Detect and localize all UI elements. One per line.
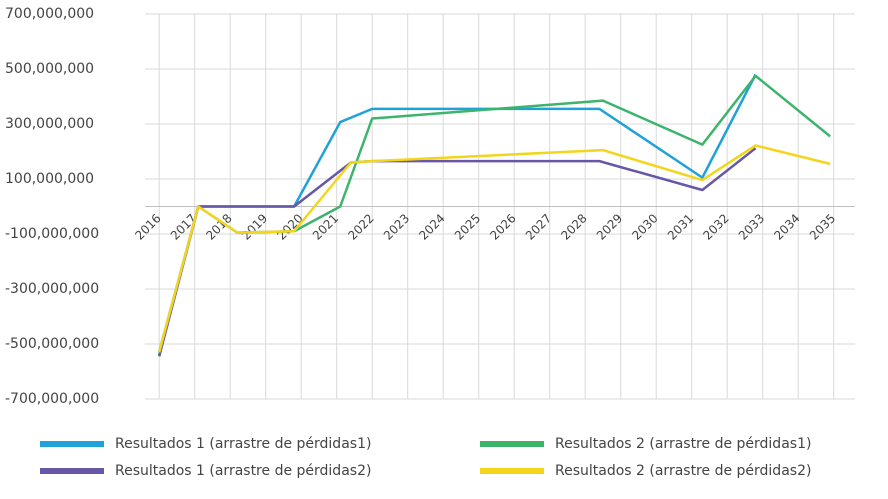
legend-swatch [40,441,104,447]
legend-swatch [40,468,104,474]
series-line [157,144,831,353]
y-tick-label: -300,000,000 [5,281,99,297]
legend-label: Resultados 2 (arrastre de pérdidas2) [555,463,811,479]
y-tick-label: -500,000,000 [5,336,99,352]
legend-swatch [480,468,544,474]
legend-swatch [480,441,544,447]
legend-label: Resultados 1 (arrastre de pérdidas1) [115,436,371,452]
y-tick-label: 500,000,000 [5,61,94,77]
legend-label: Resultados 2 (arrastre de pérdidas1) [555,436,811,452]
y-tick-label: -700,000,000 [5,391,99,407]
y-tick-label: 300,000,000 [5,116,94,132]
y-tick-label: -100,000,000 [5,226,99,242]
legend-label: Resultados 1 (arrastre de pérdidas2) [115,463,371,479]
y-tick-label: 700,000,000 [5,6,94,22]
series-line [157,73,757,353]
y-tick-label: 100,000,000 [5,171,94,187]
